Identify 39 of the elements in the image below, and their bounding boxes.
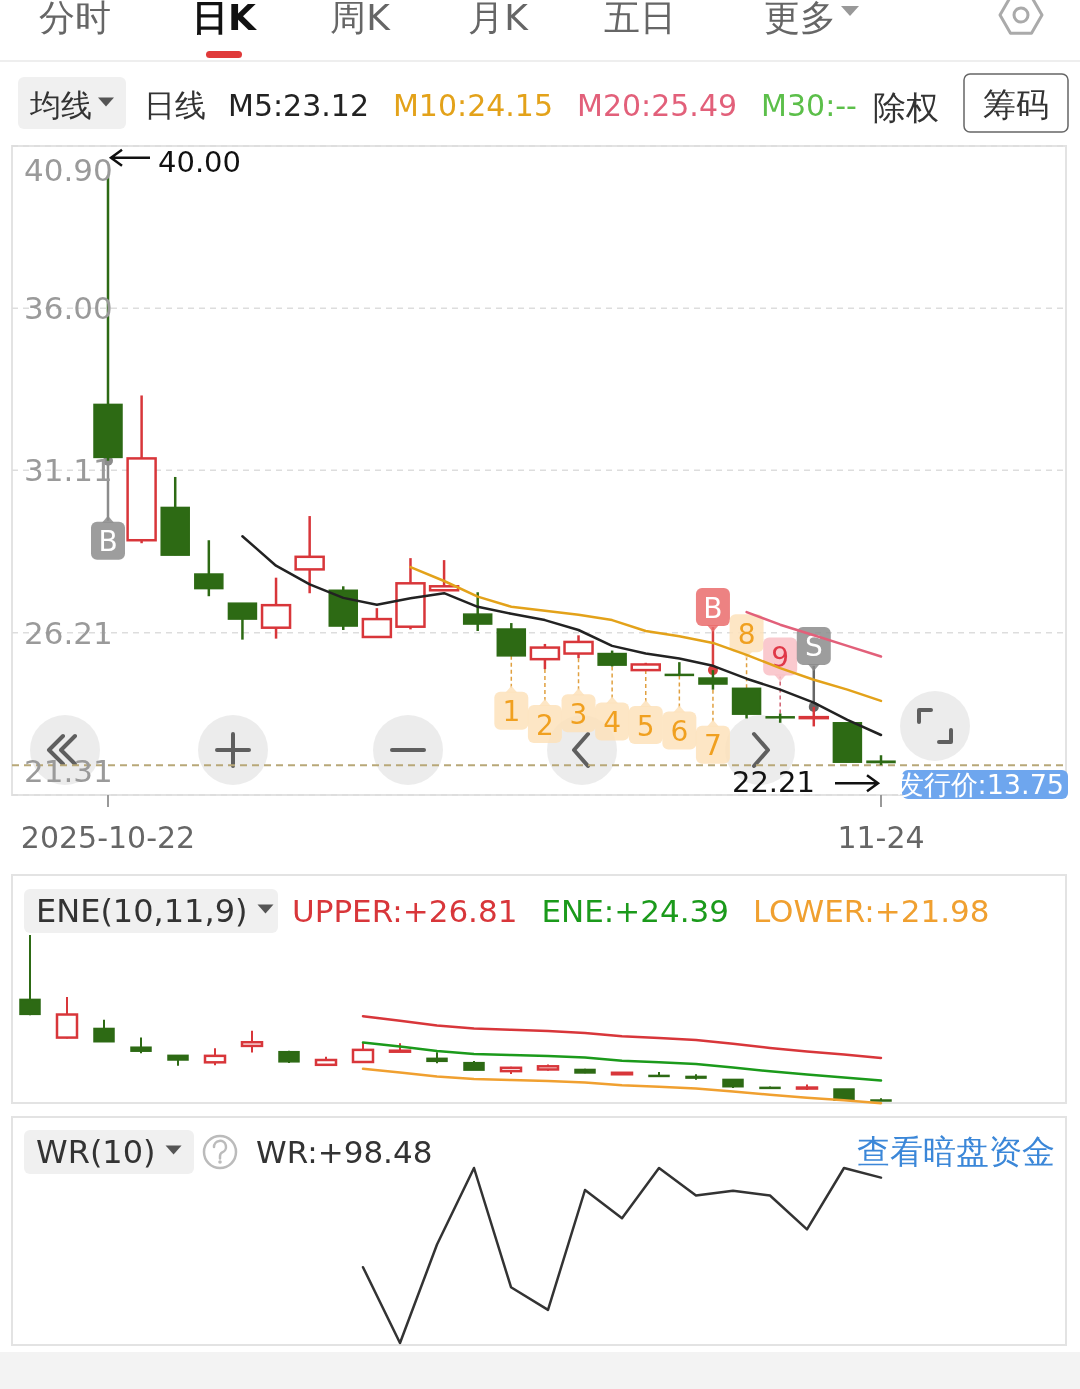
annotation: 22.21 (731, 765, 815, 800)
text: ENE:+24.39 (541, 893, 729, 929)
text: LOWER:+21.98 (752, 893, 990, 929)
legend-label: M30:-- (761, 87, 857, 123)
annotation: 2 (536, 708, 554, 742)
annotation: 9 (771, 641, 790, 674)
y-tick-label: 40.90 (24, 152, 113, 188)
chart-title: WR(10) (36, 1133, 156, 1171)
annotation: 4 (603, 705, 622, 739)
text: 日线 (144, 87, 206, 123)
annotation: B (98, 525, 118, 559)
text: 五日 (604, 0, 676, 38)
text: M20:25.49 (577, 87, 738, 123)
annotation: 5 (636, 709, 655, 743)
text: 更多 (764, 0, 836, 38)
text: UPPER:+26.81 (292, 893, 518, 929)
annotation: 7 (704, 729, 722, 763)
text: M5:23.12 (228, 87, 369, 123)
annotation: 40.00 (158, 144, 242, 179)
text: 均线 (29, 87, 92, 123)
text: 分时 (39, 0, 111, 38)
text: M10:24.15 (392, 87, 554, 123)
annotation: 1 (502, 695, 521, 729)
annotation: 8 (737, 617, 756, 651)
annotation: 查看暗盘资金 (857, 1131, 1055, 1171)
series-label: WR:+98.48 (256, 1134, 433, 1170)
x-tick-label: 2025-10-22 (20, 819, 196, 855)
text: 筹码 (983, 84, 1049, 124)
x-tick-label: 11-24 (837, 819, 925, 855)
y-tick-label: 26.21 (24, 614, 113, 651)
annotation: 3 (569, 697, 588, 731)
text: 除权 (873, 87, 939, 127)
text: 日K (192, 0, 258, 38)
annotation: B (703, 591, 723, 625)
text: 周K (330, 0, 392, 38)
y-tick-label: 21.31 (24, 753, 113, 789)
annotation: 6 (670, 714, 689, 748)
chart-title: ENE(10,11,9) (36, 892, 248, 930)
text: 月K (468, 0, 530, 38)
